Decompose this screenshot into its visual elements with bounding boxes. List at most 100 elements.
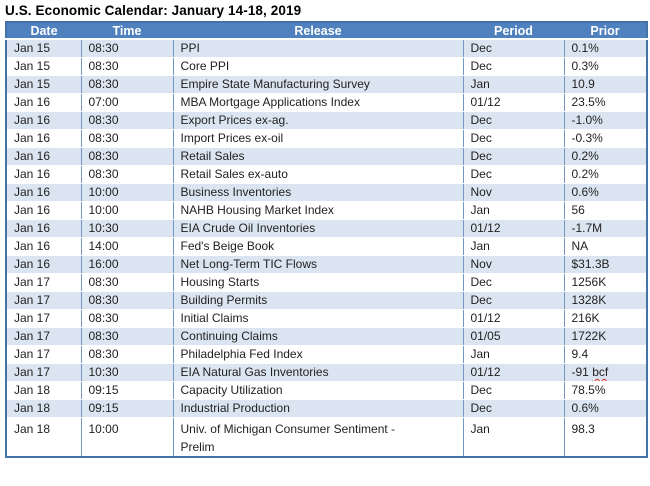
cell-prior: 0.2%	[563, 146, 648, 166]
cell-date: Jan 16	[5, 254, 82, 274]
cell-date: Jan 18	[5, 398, 82, 418]
cell-period: Jan	[462, 236, 565, 256]
cell-release: Net Long-Term TIC Flows	[172, 254, 464, 274]
cell-date: Jan 15	[5, 38, 82, 58]
cell-time: 08:30	[80, 38, 174, 58]
table-row: Jan 17 08:30 Continuing Claims 01/05 1722K	[5, 326, 648, 346]
cell-prior: 0.6%	[563, 398, 648, 418]
table-row: Jan 15 08:30 Empire State Manufacturing Su…	[5, 74, 648, 94]
cell-date: Jan 17	[5, 362, 82, 382]
table-row: Jan 15 08:30 PPI Dec 0.1%	[5, 38, 648, 58]
cell-time: 09:15	[80, 398, 174, 418]
cell-release: Retail Sales	[172, 146, 464, 166]
table-row: Jan 16 08:30 Retail Sales ex-auto Dec 0.2%	[5, 164, 648, 184]
table-row: Jan 16 08:30 Import Prices ex-oil Dec -0.3%	[5, 128, 648, 148]
table-row: Jan 16 16:00 Net Long-Term TIC Flows Nov $31…	[5, 254, 648, 274]
cell-date: Jan 18	[5, 380, 82, 400]
economic-calendar-table: Date Time Release Period Prior Jan 15 08:30 PP…	[5, 21, 648, 458]
cell-release: Import Prices ex-oil	[172, 128, 464, 148]
cell-period: Jan	[462, 344, 565, 364]
cell-prior: 78.5%	[563, 380, 648, 400]
cell-prior: 0.6%	[563, 182, 648, 202]
cell-date: Jan 17	[5, 308, 82, 328]
page-title: U.S. Economic Calendar: January 14-18, 2…	[5, 3, 302, 18]
cell-period: 01/12	[462, 308, 565, 328]
table-row: Jan 18 10:00 Univ. of Michigan Consumer Se…	[5, 416, 648, 457]
cell-release: MBA Mortgage Applications Index	[172, 92, 464, 112]
cell-prior: 0.1%	[563, 38, 648, 58]
cell-release: EIA Natural Gas Inventories	[172, 362, 464, 382]
header-row: Date Time Release Period Prior	[6, 22, 647, 40]
table-row: Jan 16 14:00 Fed's Beige Book Jan NA	[5, 236, 648, 256]
cell-release: Empire State Manufacturing Survey	[172, 74, 464, 94]
table-row: Jan 18 09:15 Capacity Utilization Dec 78.5%	[5, 380, 648, 400]
cell-period: Dec	[462, 56, 565, 76]
cell-date: Jan 15	[5, 74, 82, 94]
cell-release: Initial Claims	[172, 308, 464, 328]
cell-date: Jan 16	[5, 200, 82, 220]
cell-time: 08:30	[80, 56, 174, 76]
cell-period: Nov	[462, 182, 565, 202]
cell-release: Philadelphia Fed Index	[172, 344, 464, 364]
table-row: Jan 16 08:30 Retail Sales Dec 0.2%	[5, 146, 648, 166]
table-row: Jan 15 08:30 Core PPI Dec 0.3%	[5, 56, 648, 76]
table-row: Jan 17 08:30 Initial Claims 01/12 216K	[5, 308, 648, 328]
cell-prior: -91 bcf	[563, 362, 648, 382]
table-row: Jan 17 08:30 Building Permits Dec 1328K	[5, 290, 648, 310]
cell-prior: 10.9	[563, 74, 648, 94]
cell-prior: $31.3B	[563, 254, 648, 274]
table-row: Jan 17 08:30 Housing Starts Dec 1256K	[5, 272, 648, 292]
cell-time: 14:00	[80, 236, 174, 256]
column-header-date: Date	[6, 22, 81, 40]
cell-date: Jan 17	[5, 326, 82, 346]
cell-release: EIA Crude Oil Inventories	[172, 218, 464, 238]
cell-date: Jan 15	[5, 56, 82, 76]
cell-date: Jan 16	[5, 92, 82, 112]
cell-prior: 56	[563, 200, 648, 220]
cell-release: Univ. of Michigan Consumer Sentiment - Pr…	[172, 416, 464, 457]
cell-release: Capacity Utilization	[172, 380, 464, 400]
cell-period: Dec	[462, 290, 565, 310]
cell-prior: 0.3%	[563, 56, 648, 76]
cell-period: Dec	[462, 380, 565, 400]
table-row: Jan 16 07:00 MBA Mortgage Applications Ind…	[5, 92, 648, 112]
cell-prior: 23.5%	[563, 92, 648, 112]
cell-release: Housing Starts	[172, 272, 464, 292]
cell-time: 09:15	[80, 380, 174, 400]
cell-time: 07:00	[80, 92, 174, 112]
table-row: Jan 16 10:00 Business Inventories Nov 0.6%	[5, 182, 648, 202]
cell-date: Jan 17	[5, 290, 82, 310]
table-header: Date Time Release Period Prior	[6, 22, 647, 40]
cell-period: Dec	[462, 164, 565, 184]
cell-period: 01/12	[462, 218, 565, 238]
spellcheck-underlined-word: bcf	[592, 365, 609, 379]
cell-time: 10:00	[80, 200, 174, 220]
cell-release: Retail Sales ex-auto	[172, 164, 464, 184]
cell-release: PPI	[172, 38, 464, 58]
column-header-time: Time	[81, 22, 173, 40]
cell-time: 10:00	[80, 182, 174, 202]
cell-period: Dec	[462, 38, 565, 58]
cell-time: 08:30	[80, 74, 174, 94]
cell-date: Jan 18	[5, 416, 82, 457]
cell-date: Jan 16	[5, 110, 82, 130]
cell-period: Dec	[462, 398, 565, 418]
cell-time: 08:30	[80, 146, 174, 166]
cell-time: 10:30	[80, 218, 174, 238]
cell-prior: -1.0%	[563, 110, 648, 130]
cell-period: 01/12	[462, 362, 565, 382]
cell-date: Jan 16	[5, 146, 82, 166]
cell-prior: 0.2%	[563, 164, 648, 184]
cell-period: Jan	[462, 74, 565, 94]
cell-period: 01/12	[462, 92, 565, 112]
cell-time: 08:30	[80, 344, 174, 364]
cell-prior: 1722K	[563, 326, 648, 346]
cell-period: 01/05	[462, 326, 565, 346]
cell-date: Jan 16	[5, 236, 82, 256]
cell-prior: -1.7M	[563, 218, 648, 238]
cell-release: Continuing Claims	[172, 326, 464, 346]
cell-release: Building Permits	[172, 290, 464, 310]
cell-release: Business Inventories	[172, 182, 464, 202]
cell-prior: 1256K	[563, 272, 648, 292]
table-row: Jan 17 10:30 EIA Natural Gas Inventories 01…	[5, 362, 648, 382]
